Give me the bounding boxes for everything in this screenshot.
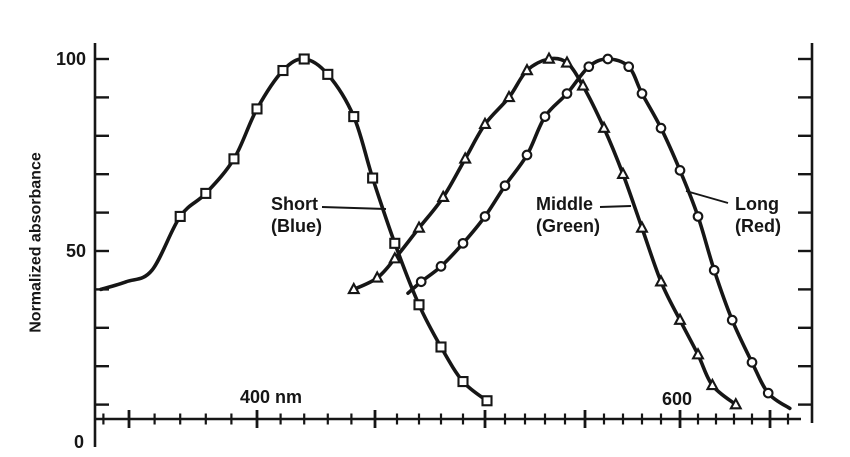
- annotation-leader-lines: [321, 190, 729, 210]
- triangle-marker: [705, 377, 720, 391]
- square-marker: [348, 111, 360, 123]
- circle-marker: [539, 111, 551, 122]
- square-marker: [322, 68, 334, 80]
- square-marker: [277, 64, 289, 77]
- circle-marker: [435, 261, 447, 272]
- triangle-marker: [520, 62, 534, 76]
- annotation-short-blue: Short (Blue): [271, 193, 322, 237]
- circle-marker: [674, 165, 686, 176]
- circle-marker: [746, 357, 758, 368]
- square-marker: [174, 210, 186, 222]
- markers-middle-green: [347, 51, 743, 410]
- triangle-marker: [436, 189, 450, 202]
- square-marker: [251, 103, 263, 115]
- triangle-marker: [654, 274, 668, 287]
- circle-marker: [636, 88, 648, 99]
- circle-marker: [655, 122, 667, 134]
- circle-marker: [602, 53, 614, 65]
- circle-marker: [692, 211, 704, 222]
- triangle-marker: [635, 220, 649, 233]
- circle-marker: [623, 61, 635, 73]
- circle-marker: [499, 180, 511, 192]
- annotation-middle-green: Middle (Green): [536, 193, 600, 237]
- square-marker: [200, 187, 212, 199]
- annotation-middle-line1: Middle: [536, 194, 593, 214]
- leader-line-short: [321, 206, 387, 210]
- triangle-marker: [370, 270, 384, 283]
- circle-marker: [726, 314, 738, 326]
- series-long-red: [406, 53, 792, 411]
- annotation-long-line1: Long: [735, 194, 779, 214]
- annotation-middle-line2: (Green): [536, 216, 601, 236]
- square-marker: [389, 237, 401, 249]
- triangle-marker: [673, 312, 687, 325]
- square-marker: [228, 153, 240, 165]
- circle-marker: [415, 276, 427, 288]
- square-marker: [481, 395, 493, 407]
- y-tick-label-0: 0: [73, 432, 84, 452]
- circle-marker: [583, 61, 595, 73]
- x-tick-label-600: 600: [662, 389, 693, 409]
- y-tick-label-50: 50: [65, 241, 86, 261]
- triangle-marker: [597, 120, 611, 133]
- square-marker: [457, 376, 469, 388]
- y-tick-label-100: 100: [55, 49, 86, 69]
- triangle-marker: [412, 220, 426, 233]
- x-tick-label-400nm: 400 nm: [240, 387, 303, 407]
- annotation-long-red: Long (Red): [735, 193, 781, 237]
- square-marker: [298, 53, 310, 65]
- triangle-marker: [502, 89, 516, 103]
- circle-marker: [457, 237, 469, 249]
- circle-marker: [762, 387, 774, 399]
- annotation-short-line2: (Blue): [271, 216, 322, 236]
- triangle-marker: [542, 51, 556, 64]
- triangle-marker: [729, 396, 743, 410]
- triangle-marker: [458, 151, 472, 164]
- markers-long-red: [415, 53, 774, 399]
- series-middle-green: [347, 51, 743, 410]
- circle-marker: [561, 88, 573, 99]
- square-marker: [413, 299, 425, 311]
- triangle-marker: [478, 116, 492, 130]
- annotation-long-line2: (Red): [735, 216, 781, 236]
- triangle-marker: [560, 55, 574, 68]
- triangle-marker: [347, 281, 361, 295]
- square-marker: [367, 172, 379, 184]
- axes: [93, 43, 814, 447]
- circle-marker: [521, 149, 533, 161]
- circle-marker: [708, 264, 720, 276]
- triangle-marker: [616, 166, 630, 179]
- square-marker: [435, 341, 447, 353]
- series-short-blue: [99, 53, 493, 407]
- triangle-marker: [576, 78, 590, 91]
- leader-line-middle: [599, 205, 632, 208]
- triangle-marker: [691, 347, 705, 360]
- markers-short-blue: [174, 53, 493, 407]
- circle-marker: [479, 211, 491, 222]
- annotation-short-line1: Short: [271, 194, 318, 214]
- leader-line-long: [685, 190, 729, 204]
- triangle-marker: [388, 251, 402, 264]
